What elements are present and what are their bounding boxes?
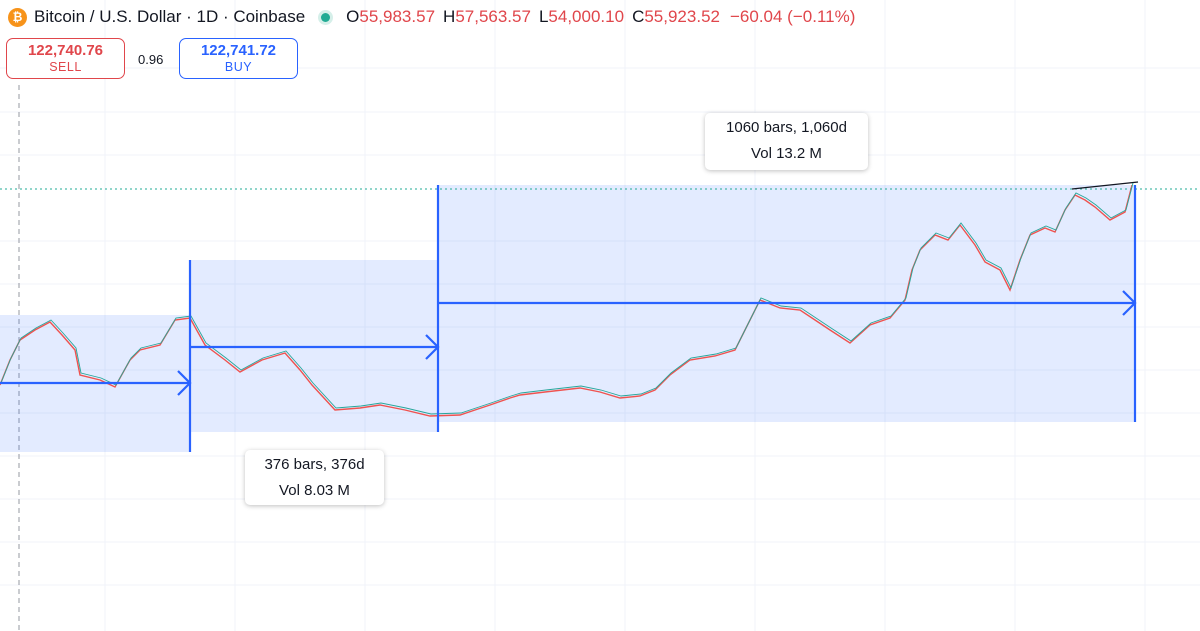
range-tools (0, 185, 1137, 452)
sell-price: 122,740.76 (27, 42, 104, 59)
symbol-title[interactable]: Bitcoin / U.S. Dollar · 1D · Coinbase (34, 7, 306, 26)
range-label: 1060 bars, 1,060d Vol 13.2 M (705, 113, 868, 170)
ohlc-value: 55,983.57 (359, 7, 436, 26)
ohlc-value: 54,000.10 (548, 7, 625, 26)
buy-button[interactable]: 122,741.72 BUY (179, 38, 298, 79)
buy-label: BUY (224, 60, 253, 74)
sell-label: SELL (49, 60, 82, 74)
range-label: 376 bars, 376d Vol 8.03 M (245, 450, 384, 505)
trend-line (1071, 181, 1139, 190)
ohlc-key: H (443, 7, 456, 26)
ohlc-key: C (632, 7, 645, 26)
range-volume: Vol 13.2 M (751, 145, 822, 162)
buy-price: 122,741.72 (200, 42, 277, 59)
ohlc-value: 57,563.57 (455, 7, 531, 26)
market-status (321, 12, 331, 22)
price-change: −60.04 (−0.11%) (729, 7, 856, 26)
range-bars: 1060 bars, 1,060d (726, 119, 847, 136)
coin-icon: ₿ (8, 7, 27, 27)
price-series (0, 182, 1134, 415)
ohlc-value: 55,923.52 (644, 7, 720, 26)
sell-button[interactable]: 122,740.76 SELL (6, 38, 125, 79)
ohlc-key: O (346, 7, 360, 26)
range-bars: 376 bars, 376d (264, 456, 365, 473)
spread: 0.96 (138, 52, 164, 67)
symbol-header: ₿ Bitcoin / U.S. Dollar · 1D · Coinbase … (8, 5, 855, 29)
ohlc-key: L (538, 7, 549, 26)
range-volume: Vol 8.03 M (279, 482, 350, 499)
price-series (0, 184, 1133, 417)
